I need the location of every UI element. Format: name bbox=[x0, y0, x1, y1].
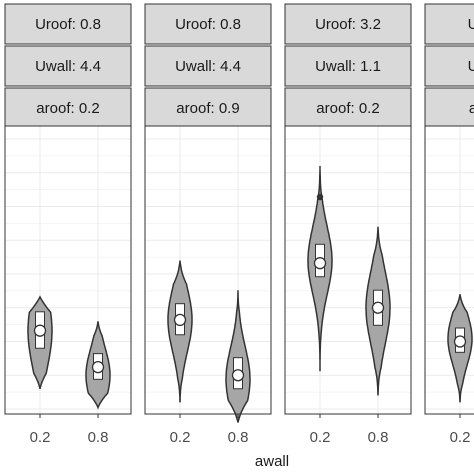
facet-panel-4: Uroof: Uwall: aroof: 0.20.8 bbox=[424, 3, 474, 446]
facet-strip-box bbox=[4, 3, 132, 45]
x-axis-title: awall bbox=[255, 453, 289, 470]
facet-strip-box bbox=[284, 45, 412, 87]
facet-strip-box bbox=[4, 87, 132, 129]
panel-border bbox=[4, 125, 132, 415]
facet-strip-label: aroof: bbox=[469, 100, 474, 117]
violin-group-0.2 bbox=[447, 294, 473, 403]
facet-panel-1: Uroof: 0.8 Uwall: 4.4 aroof: 0.2 0.2 0.8 bbox=[4, 3, 132, 446]
facet-strip-label: Uwall: 4.4 bbox=[35, 58, 101, 75]
facet-strip-label: aroof: 0.9 bbox=[176, 100, 239, 117]
panel-background bbox=[285, 126, 411, 414]
facet-strip-label: Uwall: bbox=[468, 58, 474, 75]
x-tick-label: 0.2 bbox=[170, 429, 191, 446]
x-tick-label: 0.8 bbox=[368, 429, 389, 446]
facet-panel-2: Uroof: 0.8 Uwall: 4.4 aroof: 0.9 0.2 0.8 bbox=[144, 3, 272, 446]
x-tick-label: 0.2 bbox=[450, 429, 471, 446]
violin-group-0.8 bbox=[225, 290, 251, 423]
panel-border bbox=[144, 125, 272, 415]
x-tick-label: 0.2 bbox=[310, 429, 331, 446]
gridlines bbox=[425, 126, 474, 414]
violin-group-0.2 bbox=[27, 295, 53, 389]
mean-point bbox=[231, 369, 245, 382]
x-tick-label: 0.8 bbox=[88, 429, 109, 446]
facet-strip-label: Uwall: 1.1 bbox=[315, 58, 381, 75]
facet-strip-label: Uroof: 0.8 bbox=[35, 16, 101, 33]
mean-point bbox=[453, 335, 467, 348]
facet-strip-box bbox=[144, 45, 272, 87]
violin-group-0.8 bbox=[85, 321, 111, 410]
panel-border bbox=[284, 125, 412, 415]
panel-background bbox=[425, 126, 474, 414]
facet-strip-box bbox=[284, 3, 412, 45]
facet-strip-label: Uwall: 4.4 bbox=[175, 58, 241, 75]
facet-strip-box bbox=[424, 45, 474, 87]
outlier-point bbox=[316, 193, 324, 201]
facet-strip-box bbox=[284, 87, 412, 129]
mean-point bbox=[371, 301, 385, 314]
facet-strip-label: aroof: 0.2 bbox=[316, 100, 379, 117]
x-tick-label: 0.8 bbox=[228, 429, 249, 446]
facet-strip-box bbox=[4, 45, 132, 87]
violin-shape bbox=[225, 290, 251, 423]
panel-background bbox=[145, 126, 271, 414]
x-tick-label: 0.2 bbox=[30, 429, 51, 446]
facet-strip-box bbox=[144, 3, 272, 45]
facet-strip-label: aroof: 0.2 bbox=[36, 100, 99, 117]
facet-strip-label: Uroof: bbox=[468, 16, 474, 33]
facet-panel-3: Uroof: 3.2 Uwall: 1.1 aroof: 0.2 0.2 0.8 bbox=[284, 3, 412, 446]
violin-group-0.2 bbox=[167, 260, 193, 403]
panel-background bbox=[5, 126, 131, 414]
mean-point bbox=[33, 324, 47, 337]
facet-strip-box bbox=[424, 3, 474, 45]
violin-group-0.8 bbox=[365, 226, 391, 396]
gridlines bbox=[5, 126, 131, 414]
violin-group-0.2 bbox=[307, 166, 333, 372]
mean-point bbox=[313, 257, 327, 270]
facet-strip-box bbox=[424, 87, 474, 129]
panel-border bbox=[424, 125, 474, 415]
facet-strip-label: Uroof: 3.2 bbox=[315, 16, 381, 33]
mean-point bbox=[91, 360, 105, 374]
mean-point bbox=[173, 313, 187, 327]
facet-strip-label: Uroof: 0.8 bbox=[175, 16, 241, 33]
